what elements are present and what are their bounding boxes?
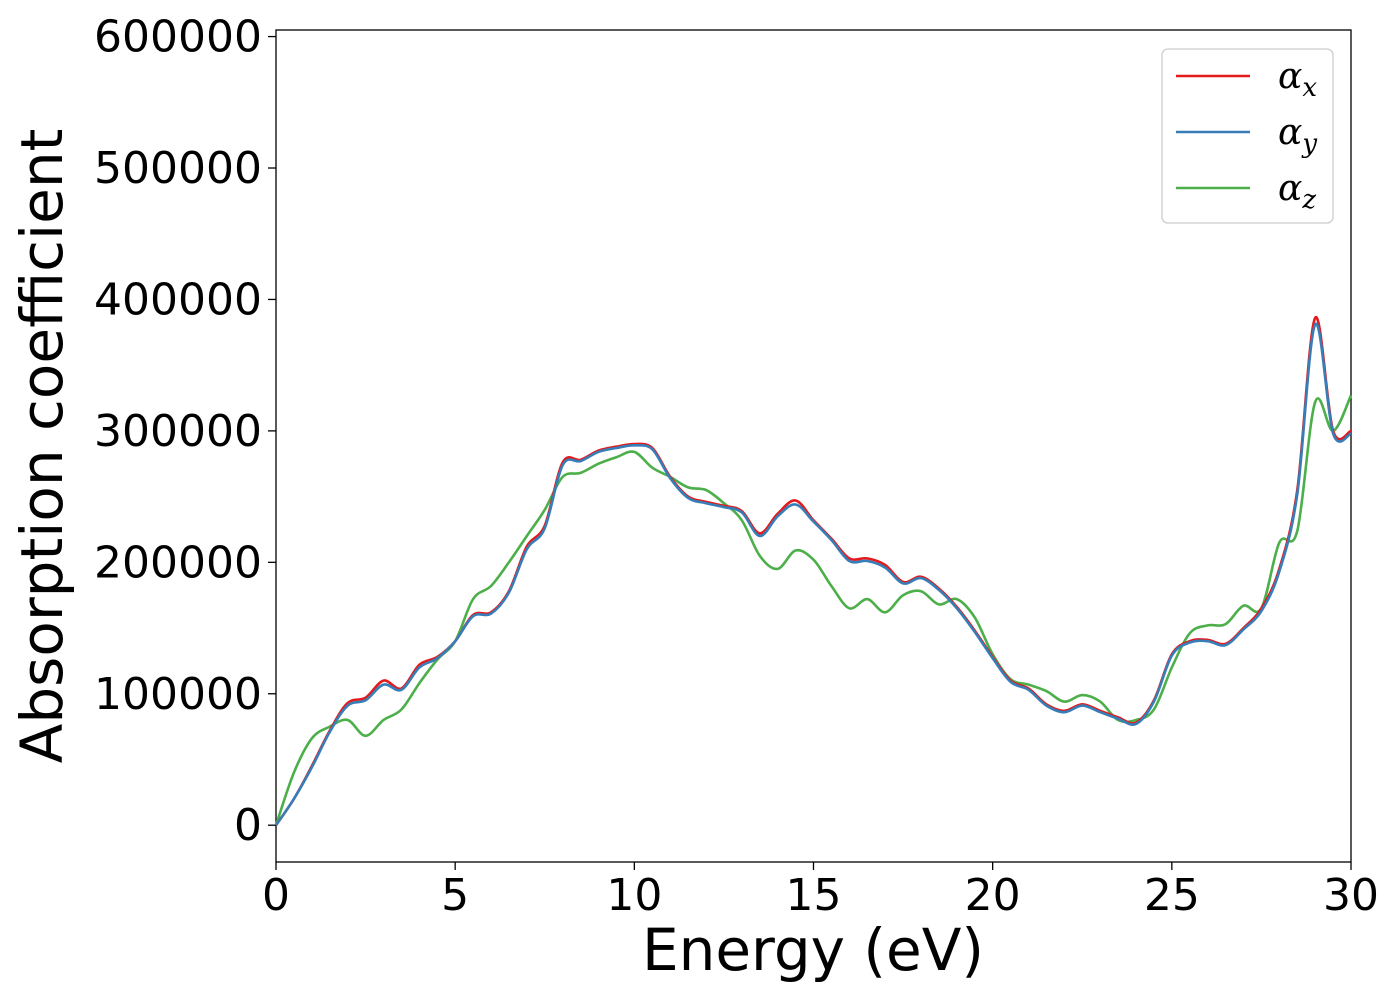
legend-label-y: αy [1278,112,1317,159]
y-tick-label: 600000 [94,12,262,63]
legend-label-z: αz [1278,168,1316,215]
series-line-y [274,322,1352,826]
y-tick-label: 100000 [94,669,262,720]
legend-label-x: αx [1278,56,1317,103]
legend-subscript: y [1301,129,1317,159]
y-tick-label: 0 [234,800,262,851]
x-axis-label: Energy (eV) [642,916,984,984]
legend-symbol: α [1278,168,1302,209]
y-tick-label: 200000 [94,537,262,588]
x-tick-label: 30 [1323,870,1379,921]
y-tick-label: 500000 [94,143,262,194]
legend-subscript: z [1301,185,1316,215]
y-axis-label: Absorption coefficient [8,129,76,764]
y-tick-label: 400000 [94,274,262,325]
legend-symbol: α [1278,56,1302,97]
x-tick-label: 25 [1144,870,1200,921]
legend-box [1161,48,1334,224]
x-tick-label: 0 [262,870,290,921]
legend-symbol: α [1278,112,1302,153]
x-tick-label: 10 [606,870,662,921]
x-tick-label: 20 [965,870,1021,921]
series-lines [274,316,1353,826]
y-tick-label: 300000 [94,406,262,457]
axis-ticks: 0 5 10 15 20 25 30 0 100000 200000 300000 400000 500… [94,12,1379,921]
x-tick-label: 15 [786,870,842,921]
x-tick-label: 5 [441,870,469,921]
legend-subscript: x [1302,73,1317,103]
